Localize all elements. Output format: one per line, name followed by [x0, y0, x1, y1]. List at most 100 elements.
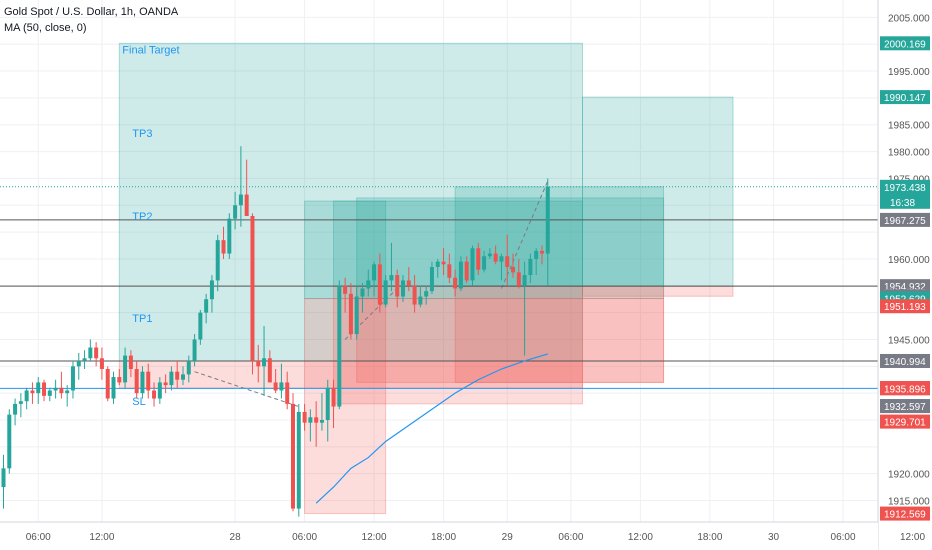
- candle-body: [302, 411, 307, 423]
- projection-line: [194, 371, 299, 408]
- candle-body: [279, 382, 284, 391]
- candle-body: [169, 371, 174, 386]
- candle-body: [238, 194, 243, 206]
- stop-zone: [304, 298, 387, 515]
- time-tick-label: 12:00: [628, 532, 653, 543]
- candle-body: [105, 369, 110, 399]
- candle-body: [505, 256, 510, 267]
- candle-body: [464, 261, 469, 281]
- candle-body: [528, 258, 533, 276]
- candle-body: [215, 240, 220, 281]
- candle-body: [70, 366, 75, 391]
- zone-label: Final Target: [122, 45, 179, 57]
- candle-body: [209, 280, 214, 300]
- price-tick-label: 1920.000: [888, 470, 930, 481]
- price-tag-box: [880, 506, 930, 521]
- ma50-line: [315, 353, 548, 504]
- price-tag-label: 1990.147: [884, 93, 926, 104]
- target-zone: [582, 96, 734, 287]
- candle-body: [53, 387, 58, 391]
- price-tag-label: 1973.438: [884, 183, 926, 194]
- price-tag-label: 1932.597: [884, 402, 926, 413]
- candle-body: [424, 291, 429, 297]
- countdown-label: 16:38: [890, 198, 915, 209]
- stop-zone: [356, 298, 665, 383]
- candle-body: [383, 280, 388, 305]
- candle-body: [458, 261, 463, 289]
- candle-body: [180, 374, 185, 380]
- candle-body: [24, 390, 29, 402]
- time-tick-label: 06:00: [292, 532, 317, 543]
- stop-zone: [454, 285, 665, 383]
- price-tag-box: [880, 179, 930, 194]
- time-tick-label: 28: [230, 532, 242, 543]
- candle-body: [152, 390, 157, 399]
- zone-label: TP1: [132, 313, 152, 325]
- candle-body: [360, 288, 365, 297]
- stop-zone: [582, 285, 734, 297]
- candle-body: [487, 253, 492, 257]
- price-tag-label: 1929.701: [884, 418, 926, 429]
- price-tick-label: 1985.000: [888, 121, 930, 132]
- zone-label: SL: [132, 396, 145, 408]
- candle-body: [36, 382, 41, 394]
- candle-body: [244, 194, 249, 216]
- time-tick-label: 06:00: [26, 532, 51, 543]
- price-tag-label: 1951.193: [884, 302, 926, 313]
- candle-body: [511, 267, 516, 273]
- candle-body: [435, 261, 440, 267]
- candle-body: [262, 358, 267, 367]
- candle-body: [47, 390, 52, 396]
- price-tag-box: [880, 36, 930, 51]
- time-tick-label: 29: [502, 532, 514, 543]
- price-tag-label: 1954.932: [884, 282, 926, 293]
- price-tag-box: [880, 353, 930, 368]
- candle-body: [88, 347, 93, 359]
- price-tag-box: [880, 299, 930, 314]
- candle-body: [401, 280, 406, 297]
- candle-body: [250, 216, 255, 361]
- candle-body: [453, 277, 458, 289]
- candle-body: [82, 358, 87, 361]
- candle-body: [447, 264, 452, 278]
- price-tag-label: 1967.275: [884, 216, 926, 227]
- candle-body: [94, 347, 99, 359]
- price-tick-label: 1960.000: [888, 255, 930, 266]
- candle-body: [493, 253, 498, 262]
- price-tag-box: [880, 414, 930, 429]
- price-tag-label: 1940.994: [884, 357, 926, 368]
- candle-body: [76, 360, 81, 367]
- time-axis[interactable]: 06:00 12:00 28 06:00 12:00 18:00 29 06:00 12:00 1…: [0, 521, 925, 550]
- time-axis-background: [0, 522, 878, 550]
- projection-line: [500, 180, 549, 289]
- candle-body: [366, 280, 371, 289]
- candle-body: [377, 264, 382, 305]
- candle-body: [429, 267, 434, 292]
- zone-label: TP3: [132, 128, 152, 140]
- candle-body: [221, 240, 226, 254]
- price-tag-label: 1935.896: [884, 384, 926, 395]
- candle-body: [319, 420, 324, 423]
- time-tick-label: 18:00: [431, 532, 456, 543]
- candle-body: [354, 296, 359, 335]
- candle-body: [59, 387, 64, 394]
- candle-body: [65, 390, 70, 394]
- candle-body: [314, 417, 319, 423]
- candle-body: [285, 382, 290, 404]
- candle-body: [499, 256, 504, 262]
- candlesticks: [1, 146, 550, 517]
- candle-body: [418, 296, 423, 305]
- zone-labels: Final Target TP3 TP2 TP1 SL: [122, 45, 179, 409]
- candle-body: [117, 377, 122, 383]
- candle-body: [128, 355, 133, 369]
- candle-body: [308, 417, 313, 423]
- time-tick-label: 18:00: [697, 532, 722, 543]
- price-axis[interactable]: 1915.0001920.0001945.0001960.0001975.000…: [877, 0, 932, 550]
- indicator-legend[interactable]: MA (50, close, 0): [4, 22, 87, 34]
- candle-body: [7, 414, 12, 469]
- candle-body: [204, 299, 209, 313]
- price-tick-label: 1980.000: [888, 148, 930, 159]
- candle-body: [186, 360, 191, 375]
- stop-zone: [333, 285, 583, 405]
